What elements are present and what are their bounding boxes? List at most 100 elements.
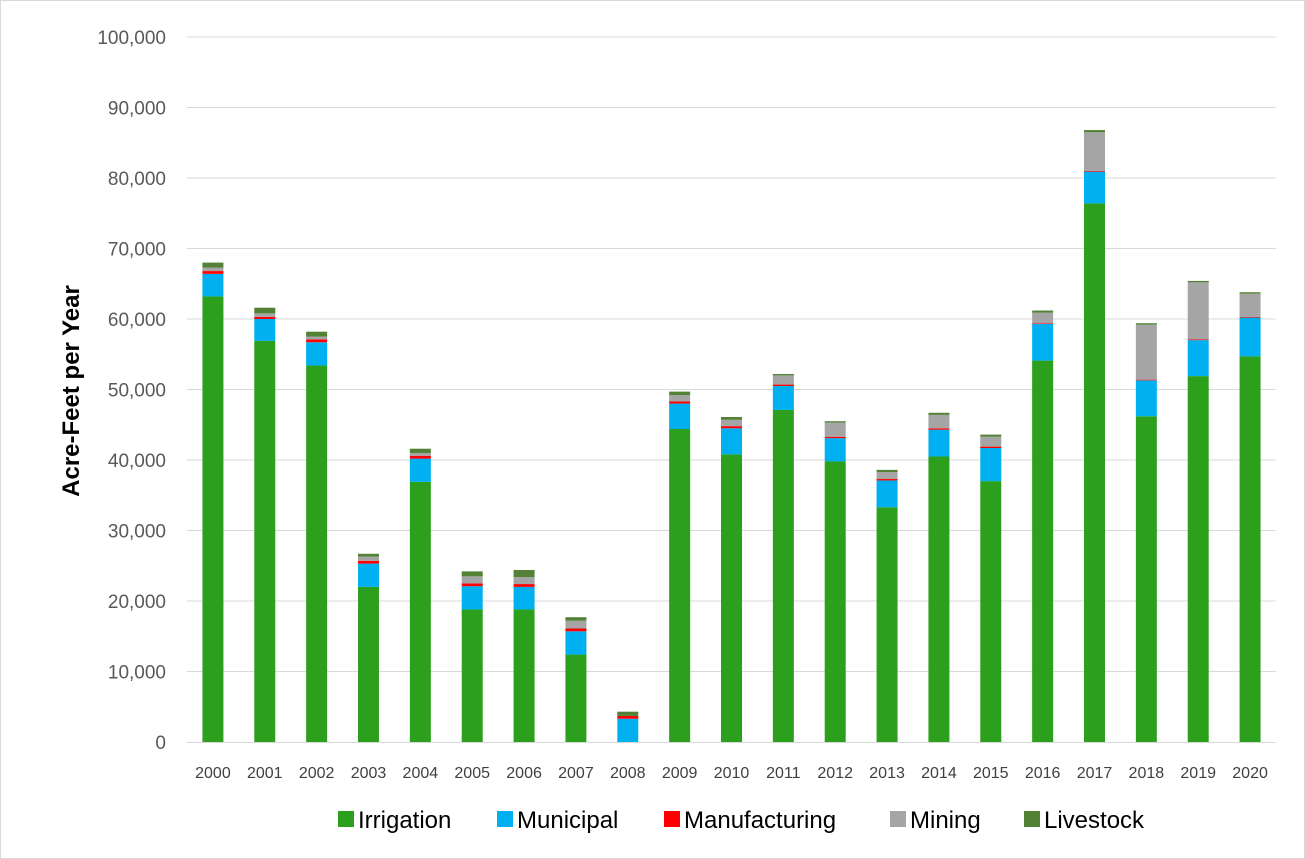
- bar-mining-2010: [721, 419, 742, 427]
- legend: Irrigation Municipal Manufacturing Mining Li…: [338, 807, 1145, 834]
- bar-livestock-2011: [772, 373, 794, 376]
- legend-swatch: [338, 811, 354, 827]
- y-tick-label: 90,000: [108, 99, 166, 120]
- bar-mining-2011: [772, 375, 794, 385]
- bar-livestock-2020: [1239, 292, 1261, 294]
- bar-livestock-2006: [513, 569, 535, 578]
- bar-mining-2000: [202, 267, 224, 272]
- bar-municipal-2007: [565, 631, 587, 655]
- x-tick-label: 2011: [766, 765, 801, 782]
- bar-stack-2011: [772, 373, 794, 742]
- y-tick-label: 30,000: [108, 522, 166, 543]
- y-tick-label: 100,000: [97, 28, 166, 49]
- legend-label: Livestock: [1044, 807, 1145, 834]
- legend-item-livestock: Livestock: [1024, 807, 1145, 834]
- bar-stack-2009: [669, 391, 691, 742]
- bar-stack-2004: [409, 448, 431, 742]
- bar-municipal-2001: [254, 319, 276, 341]
- bar-irrigation-2013: [876, 507, 898, 742]
- bar-mining-2009: [669, 395, 691, 402]
- bar-municipal-2003: [358, 563, 379, 587]
- x-tick-label: 2015: [973, 765, 1009, 782]
- bar-manufacturing-2011: [772, 384, 794, 386]
- bar-mining-2004: [409, 452, 431, 456]
- bar-municipal-2005: [461, 586, 483, 610]
- y-tick-label: 0: [155, 733, 166, 754]
- bar-stack-2001: [254, 307, 276, 742]
- legend-label: Mining: [910, 807, 981, 834]
- bar-livestock-2012: [824, 421, 846, 423]
- bar-stack-2019: [1187, 280, 1209, 742]
- bar-manufacturing-2001: [254, 316, 276, 319]
- bar-municipal-2013: [876, 480, 898, 508]
- bar-municipal-2018: [1135, 380, 1157, 417]
- bar-manufacturing-2015: [980, 446, 1002, 449]
- bar-stack-2015: [980, 434, 1002, 742]
- bar-livestock-2013: [876, 469, 898, 472]
- bar-stack-2010: [721, 416, 742, 742]
- x-tick-label: 2012: [817, 765, 853, 782]
- bar-livestock-2016: [1032, 310, 1054, 313]
- bar-stack-2005: [461, 571, 483, 742]
- bar-livestock-2014: [928, 412, 950, 415]
- bar-mining-2001: [254, 313, 276, 317]
- bar-stack-2012: [824, 421, 846, 742]
- legend-item-manufacturing: Manufacturing: [664, 807, 836, 834]
- bar-stack-2002: [306, 331, 328, 742]
- bar-irrigation-2019: [1187, 376, 1209, 742]
- legend-swatch: [497, 811, 513, 827]
- bar-irrigation-2014: [928, 456, 950, 742]
- bar-livestock-2005: [461, 571, 483, 577]
- bar-municipal-2002: [306, 342, 328, 366]
- bar-municipal-2016: [1032, 323, 1054, 361]
- bar-mining-2007: [565, 620, 587, 629]
- bar-irrigation-2017: [1084, 203, 1105, 742]
- bar-mining-2016: [1032, 312, 1054, 324]
- bar-livestock-2001: [254, 307, 276, 314]
- bar-irrigation-2018: [1135, 416, 1157, 742]
- bar-irrigation-2004: [409, 481, 431, 742]
- bar-mining-2013: [876, 471, 898, 480]
- bar-irrigation-2000: [202, 296, 224, 742]
- legend-label: Irrigation: [358, 807, 451, 834]
- y-axis-tick-labels: 0 10,000 20,000 30,000 40,000 50,000 60,000 70,…: [97, 28, 166, 754]
- y-tick-label: 60,000: [108, 310, 166, 331]
- bar-irrigation-2007: [565, 654, 587, 742]
- x-tick-label: 2007: [558, 765, 594, 782]
- bar-livestock-2010: [721, 416, 742, 420]
- x-tick-label: 2010: [714, 765, 750, 782]
- x-tick-label: 2016: [1025, 765, 1061, 782]
- bar-mining-2014: [928, 414, 950, 429]
- bar-manufacturing-2020: [1239, 316, 1261, 318]
- x-axis: 2000 2001 2002 2003 2004 2005 2006 2007 2008 2009…: [187, 742, 1276, 782]
- x-tick-label: 2009: [662, 765, 698, 782]
- bar-mining-2006: [513, 577, 535, 585]
- x-tick-label: 2005: [454, 765, 490, 782]
- bar-irrigation-2005: [461, 609, 483, 742]
- bar-manufacturing-2004: [409, 455, 431, 459]
- x-tick-label: 2002: [299, 765, 335, 782]
- bar-livestock-2008: [617, 711, 639, 716]
- y-tick-label: 50,000: [108, 381, 166, 402]
- bar-stack-2006: [513, 569, 535, 742]
- x-tick-label: 2020: [1232, 765, 1268, 782]
- bar-mining-2017: [1084, 132, 1105, 171]
- bar-irrigation-2001: [254, 340, 276, 742]
- x-tick-label: 2018: [1129, 765, 1165, 782]
- bar-mining-2005: [461, 576, 483, 584]
- bar-manufacturing-2005: [461, 583, 483, 587]
- bar-mining-2012: [824, 422, 846, 437]
- bar-municipal-2019: [1187, 340, 1209, 377]
- bar-stack-2007: [565, 617, 587, 742]
- bars: [202, 130, 1261, 742]
- bar-manufacturing-2003: [358, 560, 379, 564]
- bar-livestock-2017: [1084, 130, 1105, 133]
- bar-manufacturing-2012: [824, 436, 846, 439]
- bar-stack-2003: [358, 553, 379, 742]
- legend-item-irrigation: Irrigation: [338, 807, 451, 834]
- bar-stack-2018: [1135, 323, 1157, 742]
- bar-livestock-2003: [358, 553, 379, 557]
- y-tick-label: 20,000: [108, 592, 166, 613]
- x-tick-label: 2017: [1077, 765, 1113, 782]
- bar-manufacturing-2000: [202, 271, 224, 274]
